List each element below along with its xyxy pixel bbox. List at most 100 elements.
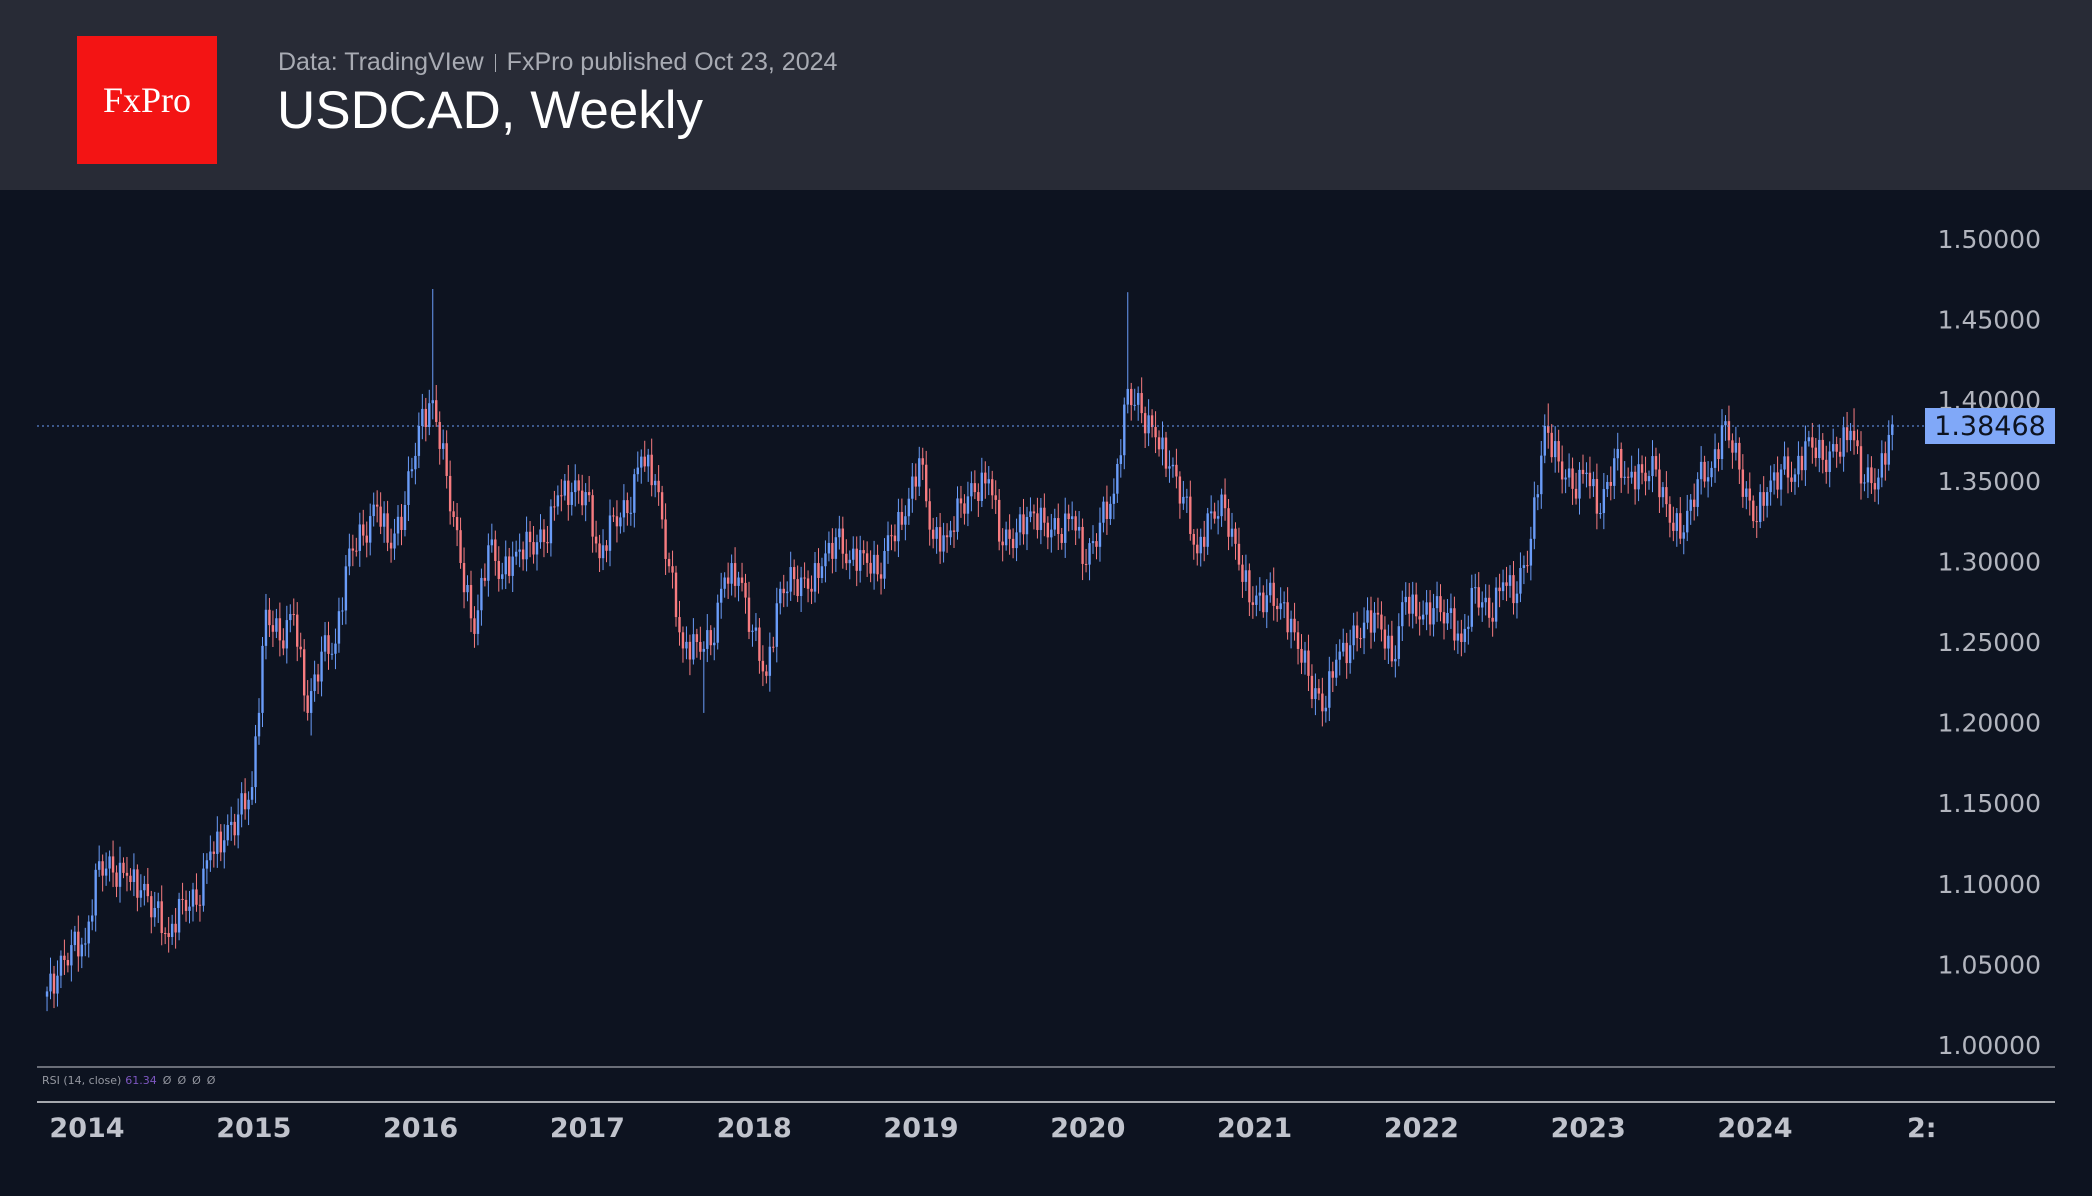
candle (1102, 496, 1105, 533)
candle-body (1348, 645, 1352, 664)
candle-body (184, 899, 188, 911)
candle-body (91, 915, 94, 922)
candle-body (316, 674, 320, 682)
candle-body (508, 556, 511, 576)
candle (779, 581, 782, 615)
candle (188, 890, 191, 924)
candle-body (487, 545, 490, 581)
candle-body (765, 671, 768, 676)
candle (469, 570, 473, 633)
candle-body (1613, 458, 1616, 486)
candle (1057, 503, 1060, 550)
candle (827, 531, 831, 562)
candle-body (219, 831, 222, 853)
candle (1039, 498, 1043, 545)
candle (1515, 581, 1519, 619)
candle-body (1762, 492, 1765, 506)
candle (1606, 475, 1609, 498)
candle (1797, 441, 1800, 488)
candle (153, 891, 156, 927)
candle-body (782, 588, 785, 594)
candle-body (497, 560, 500, 579)
candle-body (1463, 628, 1467, 642)
candle (521, 541, 525, 571)
candle (1105, 485, 1109, 535)
candle (660, 485, 664, 529)
candle (1543, 414, 1546, 464)
candle-body (271, 625, 275, 632)
candle-body (1435, 596, 1439, 609)
candle-body (813, 563, 817, 592)
candle-body (594, 536, 598, 544)
candle-body (320, 651, 323, 682)
candle (1275, 598, 1279, 622)
candle (1665, 471, 1668, 518)
candle-body (685, 641, 688, 649)
candle-body (928, 501, 931, 530)
candle-body (740, 577, 744, 583)
candle (1157, 430, 1161, 457)
candle (466, 575, 469, 602)
candle (1453, 596, 1456, 651)
candle (723, 572, 726, 598)
candle-body (1682, 532, 1685, 539)
candle-body (647, 454, 650, 467)
candle (1234, 522, 1237, 560)
candle-body (1772, 472, 1776, 481)
candle-body (1251, 602, 1255, 605)
candle (1637, 448, 1640, 502)
candle (1463, 614, 1467, 653)
candle-body (188, 906, 191, 911)
candle (1470, 574, 1473, 632)
candle-body (240, 793, 243, 815)
candle (1140, 377, 1143, 424)
candle (1008, 514, 1011, 555)
candle (911, 463, 914, 513)
candle-body (584, 492, 587, 506)
candle (487, 533, 490, 597)
published-date: FxPro published Oct 23, 2024 (506, 48, 838, 76)
candle-body (991, 479, 994, 496)
candle-body (754, 627, 758, 631)
candle (476, 594, 480, 646)
candle-body (1633, 471, 1637, 490)
candle (1196, 528, 1199, 566)
candle (775, 587, 778, 663)
candle (417, 412, 421, 469)
candle (1011, 528, 1015, 559)
candle (553, 490, 556, 521)
candle (956, 486, 959, 540)
rsi-legend[interactable]: RSI (14, close) 61.34 Ø Ø Ø Ø (42, 1074, 221, 1087)
candle (1887, 420, 1890, 471)
candle (1227, 499, 1230, 551)
candle (1241, 555, 1244, 598)
candle-body (1449, 608, 1453, 613)
candle-body (292, 614, 295, 616)
candle (1394, 645, 1397, 678)
candle (254, 724, 257, 804)
candle (1880, 440, 1884, 488)
candle (1689, 494, 1692, 525)
candle-body (1418, 616, 1421, 620)
candle-body (1185, 496, 1189, 498)
candle-body (744, 582, 747, 598)
candle (1296, 621, 1300, 665)
candle (1328, 656, 1331, 722)
x-tick-label: 2024 (1717, 1113, 1792, 1144)
candle-body (1828, 451, 1831, 472)
candle (115, 865, 118, 898)
candle-body (285, 620, 289, 649)
candle-body (911, 476, 914, 499)
candle (181, 882, 184, 915)
candle (1004, 521, 1008, 551)
candle (1095, 533, 1098, 560)
candle-body (786, 591, 789, 594)
candle (1553, 426, 1557, 473)
candle-body (702, 648, 706, 652)
candle-body (535, 542, 539, 555)
candle (414, 442, 417, 485)
candle-body (1592, 479, 1595, 487)
candle-body (1783, 456, 1786, 470)
candle-body (886, 535, 890, 551)
